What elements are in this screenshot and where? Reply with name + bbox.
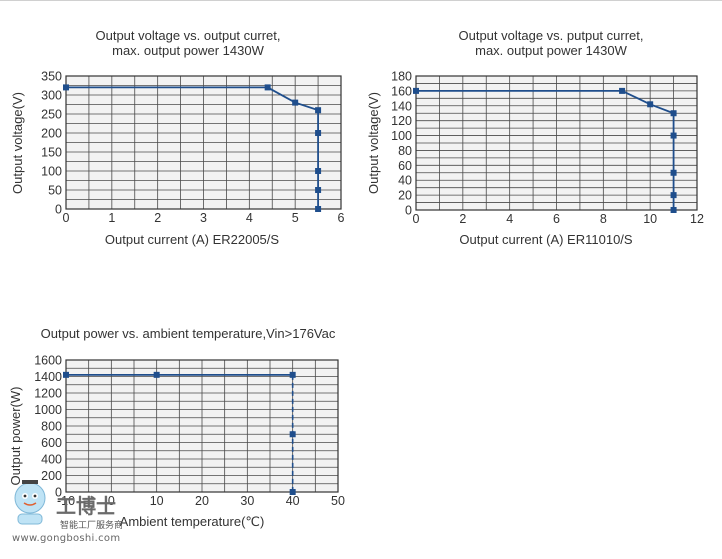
chart-title: Output voltage vs. putput curret,: [459, 28, 644, 43]
chart-3: -10 0 10 20 30 40 5002004006008001000120014001…: [8, 326, 345, 529]
watermark: 工博士 智能工厂服务商 www.gongboshi.com: [8, 478, 158, 554]
y-tick-label: 0: [55, 486, 62, 500]
y-tick-label: 120: [391, 114, 412, 128]
y-tick-label: 200: [41, 469, 62, 483]
x-axis-label: Output current (A) ER22005/S: [105, 232, 279, 247]
chart-title: max. output power 1430W: [112, 43, 264, 58]
x-tick-label: 2: [459, 212, 466, 226]
x-tick-label: 1: [108, 211, 115, 225]
data-point: [670, 169, 677, 176]
data-point: [315, 206, 322, 212]
y-tick-label: 100: [391, 129, 412, 143]
x-tick-label: 4: [506, 212, 513, 226]
plot-border: [65, 359, 339, 493]
series-line: [416, 89, 675, 210]
y-tick-label: 40: [398, 174, 412, 188]
data-point: [315, 130, 322, 136]
watermark-subtitle: 智能工厂服务商: [60, 521, 124, 531]
y-tick-label: 600: [41, 436, 62, 450]
plot-border: [65, 75, 342, 210]
data-point: [315, 187, 322, 193]
data-point: [289, 431, 296, 438]
data-point: [153, 371, 160, 378]
x-tick-label: 30: [240, 494, 254, 508]
chart-title: max. output power 1430W: [475, 43, 627, 58]
y-tick-label: 200: [41, 127, 62, 141]
y-tick-label: 0: [405, 204, 412, 218]
data-point: [264, 84, 271, 91]
x-tick-label: 5: [292, 211, 299, 225]
data-point: [292, 99, 299, 106]
y-tick-label: 60: [398, 159, 412, 173]
data-point: [315, 107, 322, 114]
x-tick-label: -10: [57, 494, 75, 508]
x-tick-label: 6: [553, 212, 560, 226]
top-rule: [0, 0, 722, 1]
data-point: [670, 110, 677, 117]
data-point: [289, 371, 296, 378]
y-tick-label: 140: [391, 99, 412, 113]
watermark-brand: 工博士: [56, 494, 116, 518]
x-tick-label: 0: [413, 212, 420, 226]
y-tick-label: 1000: [34, 403, 62, 417]
y-tick-label: 80: [398, 144, 412, 158]
y-axis-label: Output voltage(V): [366, 92, 381, 194]
watermark-site: www.gongboshi.com: [12, 533, 121, 544]
y-tick-label: 160: [391, 84, 412, 98]
plot-border: [415, 75, 698, 211]
y-tick-label: 400: [41, 453, 62, 467]
y-tick-label: 800: [41, 420, 62, 434]
data-point: [63, 84, 69, 91]
y-tick-label: 300: [41, 89, 62, 103]
data-point: [670, 192, 677, 199]
x-tick-label: 0: [63, 211, 70, 225]
x-tick-label: 2: [154, 211, 161, 225]
y-tick-label: 350: [41, 70, 62, 84]
y-tick-label: 180: [391, 70, 412, 84]
data-point: [670, 207, 677, 213]
y-tick-label: 1400: [34, 370, 62, 384]
x-tick-label: 0: [108, 494, 115, 508]
x-tick-label: 10: [150, 494, 164, 508]
x-tick-label: 12: [690, 212, 704, 226]
data-point: [670, 132, 677, 139]
x-tick-label: 40: [286, 494, 300, 508]
x-tick-label: 20: [195, 494, 209, 508]
x-axis-label: Output current (A) ER11010/S: [459, 232, 633, 247]
y-tick-label: 1200: [34, 387, 62, 401]
y-tick-label: 100: [41, 165, 62, 179]
y-tick-label: 1600: [34, 354, 62, 368]
data-point: [289, 489, 296, 495]
x-tick-label: 3: [200, 211, 207, 225]
x-tick-label: 10: [643, 212, 657, 226]
y-tick-label: 20: [398, 189, 412, 203]
y-tick-label: 250: [41, 108, 62, 122]
chart-2: 0 2 4 6 8 10 12020406080100120140160180Output …: [366, 28, 704, 247]
chart-title: Output power vs. ambient temperature,Vin…: [41, 326, 336, 341]
y-tick-label: 150: [41, 146, 62, 160]
data-point: [63, 371, 69, 378]
x-tick-label: 50: [331, 494, 345, 508]
y-tick-label: 50: [48, 184, 62, 198]
y-axis-label: Output power(W): [8, 387, 23, 486]
y-tick-label: 0: [55, 203, 62, 217]
x-tick-label: 8: [600, 212, 607, 226]
chart-title: Output voltage vs. output curret,: [96, 28, 281, 43]
data-point: [619, 87, 626, 94]
x-axis-label: Ambient temperature(℃): [120, 514, 265, 529]
data-point: [413, 87, 419, 94]
data-point: [315, 168, 322, 174]
mascot-icon: [14, 480, 46, 525]
x-tick-label: 4: [246, 211, 253, 225]
series-line: [66, 86, 319, 209]
x-tick-label: 6: [338, 211, 345, 225]
data-point: [647, 101, 654, 108]
y-axis-label: Output voltage(V): [10, 92, 25, 194]
